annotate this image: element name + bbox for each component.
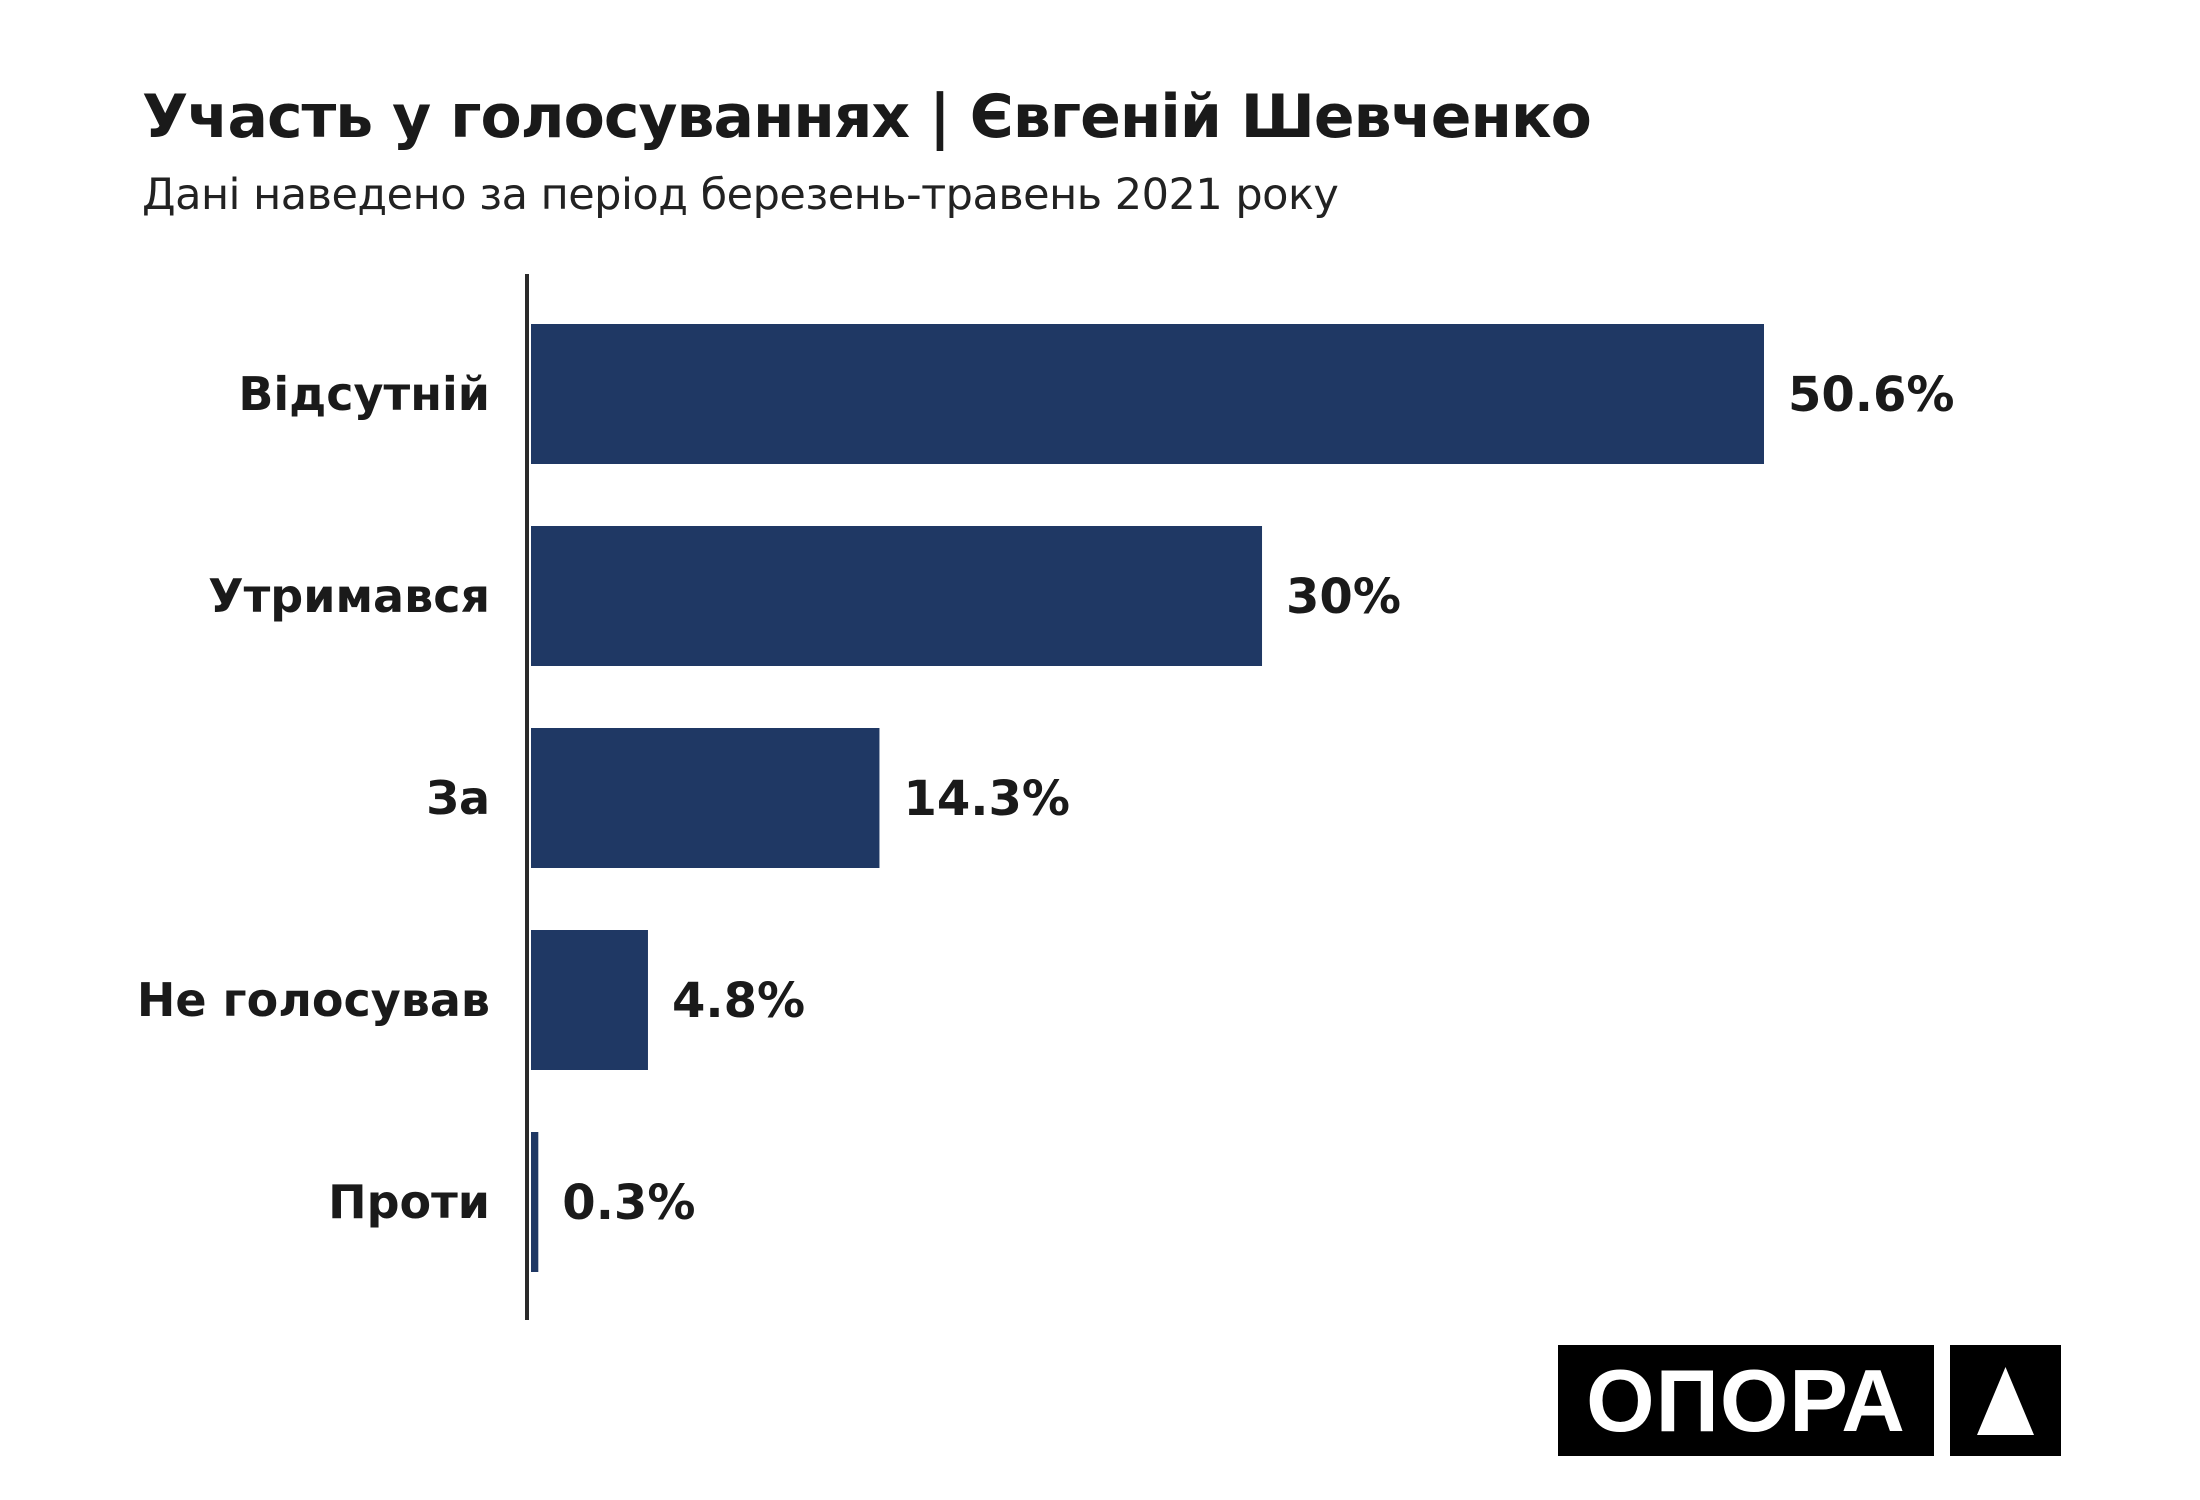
bar [531, 526, 1263, 666]
category-label: Відсутній [238, 367, 490, 421]
bar [531, 728, 880, 868]
bar [531, 1132, 539, 1272]
bar [531, 930, 648, 1070]
category-label: Утримався [208, 569, 490, 623]
bar [531, 324, 1764, 464]
chart-title: Участь у голосуваннях | Євгеній Шевченко [142, 82, 1592, 152]
category-label: Проти [328, 1175, 490, 1229]
opora-logo: ОПОРА [1558, 1345, 1934, 1456]
value-label: 0.3% [562, 1175, 695, 1231]
chart-subtitle: Дані наведено за період березень-травень… [142, 170, 1339, 220]
category-label: За [426, 771, 490, 825]
value-label: 4.8% [672, 973, 805, 1029]
category-label: Не голосував [137, 973, 490, 1027]
value-label: 50.6% [1788, 367, 1955, 423]
triangle-logo-icon [1950, 1345, 2061, 1456]
value-label: 14.3% [903, 771, 1070, 827]
value-label: 30% [1286, 569, 1401, 625]
